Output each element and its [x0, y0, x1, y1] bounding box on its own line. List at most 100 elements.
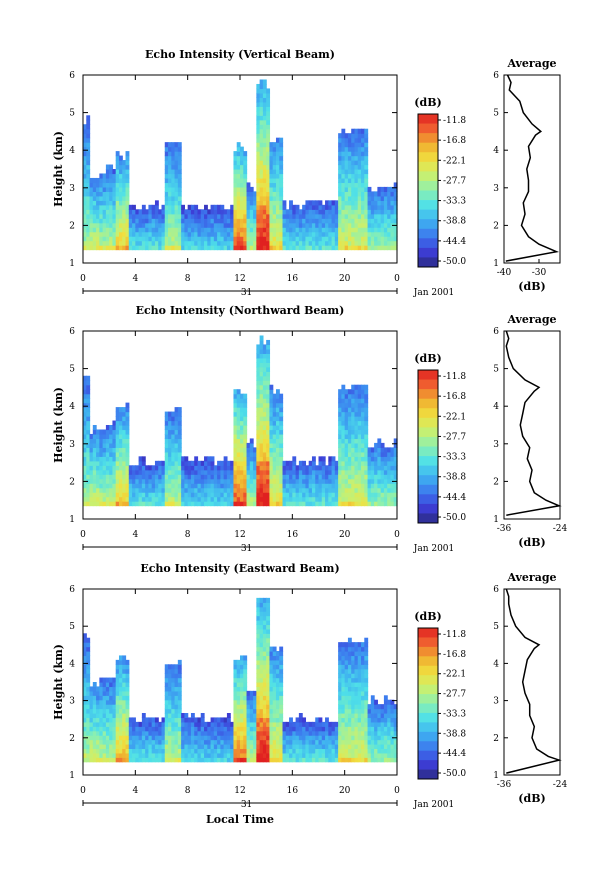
heatmap-cell [135, 748, 140, 754]
heatmap-cell [112, 209, 117, 215]
heatmap-cell [118, 659, 123, 665]
heatmap-cell [338, 451, 342, 457]
heatmap-cell [361, 664, 365, 670]
heatmap-cell [308, 752, 313, 758]
heatmap-cell [249, 447, 254, 453]
heatmap-cell [311, 492, 316, 498]
heatmap-cell [200, 713, 205, 719]
heatmap-cell [233, 735, 238, 741]
heatmap-cell [298, 240, 303, 246]
heatmap-cell [256, 483, 261, 489]
heatmap-cell [236, 704, 241, 710]
heatmap-cell [347, 169, 352, 175]
heatmap-cell [141, 469, 146, 475]
heatmap-cell [302, 465, 307, 471]
heatmap-cell [259, 597, 264, 603]
heatmap-cell [279, 164, 284, 170]
heatmap-cell [302, 474, 307, 480]
heatmap-cell [256, 757, 261, 763]
heatmap-cell [115, 682, 120, 688]
heatmap-cell [207, 222, 212, 228]
heatmap-cell [171, 433, 176, 440]
heatmap-cell [138, 739, 143, 745]
heatmap-cell [390, 483, 395, 489]
heatmap-cell [249, 240, 254, 246]
heatmap-cell [86, 456, 91, 462]
heatmap-cell [275, 137, 280, 143]
heatmap-cell [86, 451, 91, 457]
heatmap-cell [272, 451, 277, 457]
heatmap-cell [262, 420, 267, 426]
heatmap-cell [138, 469, 143, 475]
heatmap-cell [164, 182, 169, 188]
heatmap-cell [387, 717, 392, 723]
heatmap-cell [118, 668, 123, 674]
heatmap-cell [197, 478, 202, 484]
heatmap-cell [99, 245, 104, 251]
heatmap-cell [148, 222, 153, 228]
heatmap-cell [233, 704, 238, 710]
heatmap-cell [226, 730, 231, 736]
heatmap-cell [275, 677, 280, 683]
heatmap-cell [341, 682, 346, 688]
heatmap-cell [289, 218, 293, 224]
heatmap-cell [236, 236, 241, 242]
profile-x-tick-label: -24 [553, 524, 568, 534]
heatmap-cell [269, 209, 274, 215]
heatmap-cell [109, 695, 114, 701]
heatmap-cell [259, 721, 264, 727]
colorbar-tick-label: -50.0 [443, 257, 466, 267]
heatmap-cell [99, 690, 104, 696]
heatmap-cell [295, 209, 300, 215]
heatmap-cell [298, 465, 303, 471]
heatmap-cell [269, 177, 274, 184]
heatmap-cell [344, 160, 349, 166]
heatmap-cell [351, 164, 356, 170]
heatmap-cell [184, 739, 189, 745]
heatmap-cell [125, 748, 130, 754]
heatmap-cell [109, 677, 114, 683]
heatmap-cell [115, 438, 120, 444]
heatmap-cell [361, 483, 365, 489]
heatmap-cell [390, 245, 395, 251]
heatmap-cell [338, 757, 342, 763]
heatmap-cell [190, 236, 195, 242]
heatmap-cell [99, 433, 104, 440]
heatmap-cell [364, 186, 369, 192]
heatmap-cell [89, 739, 94, 745]
heatmap-cell [89, 213, 94, 219]
heatmap-cell [328, 492, 333, 498]
heatmap-cell [145, 752, 150, 758]
heatmap-cell [125, 236, 130, 242]
heatmap-cell [86, 425, 91, 431]
heatmap-cell [295, 218, 300, 224]
heatmap-cell [240, 146, 244, 152]
heatmap-cell [393, 240, 398, 246]
heatmap-cell [354, 164, 359, 170]
heatmap-cell [256, 380, 261, 386]
heatmap-cell [148, 487, 153, 493]
heatmap-cell [367, 717, 372, 723]
heatmap-cell [377, 739, 382, 745]
heatmap-cell [138, 483, 143, 489]
heatmap-cell [249, 200, 254, 206]
heatmap-cell [122, 677, 127, 683]
heatmap-cell [393, 213, 398, 219]
heatmap-cell [266, 686, 271, 692]
heatmap-cell [315, 757, 320, 763]
heatmap-cell [357, 195, 362, 201]
heatmap-cell [354, 677, 359, 683]
heatmap-cell [233, 173, 238, 179]
heatmap-cell [367, 757, 372, 763]
heatmap-cell [377, 713, 382, 719]
heatmap-cell [321, 501, 326, 507]
heatmap-cell [230, 744, 235, 750]
heatmap-cell [109, 469, 114, 475]
heatmap-cell [105, 209, 110, 215]
heatmap-cell [204, 469, 208, 475]
heatmap-cell [308, 483, 313, 489]
heatmap-cell [171, 213, 176, 219]
heatmap-cell [269, 664, 274, 670]
profile-y-tick-label: 2 [493, 477, 499, 487]
heatmap-cell [105, 704, 110, 710]
